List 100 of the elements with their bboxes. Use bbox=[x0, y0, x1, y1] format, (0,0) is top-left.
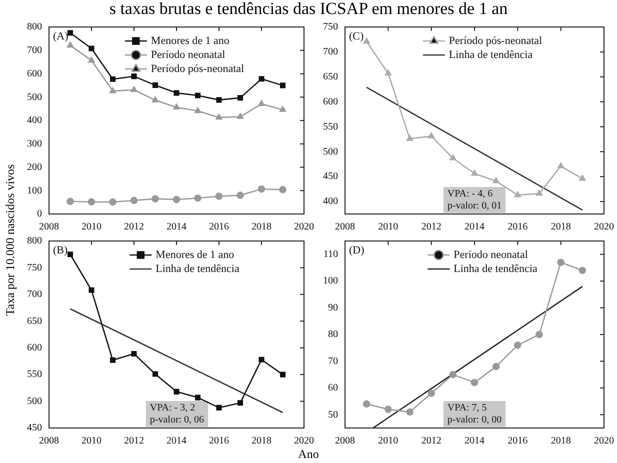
point bbox=[557, 258, 564, 266]
x-tick-label: 2014 bbox=[464, 222, 484, 233]
annotation: (B) bbox=[53, 244, 68, 256]
point bbox=[67, 42, 74, 48]
point bbox=[492, 177, 500, 184]
point bbox=[173, 104, 180, 110]
y-tick-label: 100 bbox=[323, 276, 338, 287]
point bbox=[109, 198, 116, 206]
y-tick-label: 500 bbox=[323, 146, 338, 158]
y-tick-label: 500 bbox=[27, 92, 42, 103]
point bbox=[237, 400, 244, 406]
point bbox=[172, 196, 180, 204]
y-axis-title: Taxa por 10.000 nascidos vivos bbox=[2, 164, 18, 316]
point bbox=[67, 252, 74, 258]
point bbox=[280, 372, 286, 378]
legend-label: Período neonatal bbox=[150, 48, 226, 61]
annotation: p-valor: 0, 01 bbox=[447, 200, 502, 212]
point bbox=[258, 356, 264, 362]
point bbox=[258, 100, 265, 106]
y-tick-label: 550 bbox=[27, 369, 42, 380]
point bbox=[280, 82, 286, 88]
point bbox=[131, 74, 137, 80]
point bbox=[470, 378, 478, 386]
point bbox=[131, 350, 137, 357]
point bbox=[536, 190, 542, 196]
point bbox=[258, 76, 264, 82]
point bbox=[428, 132, 435, 138]
x-tick-label: 2010 bbox=[378, 436, 398, 447]
point bbox=[130, 196, 138, 204]
x-tick-label: 2012 bbox=[421, 436, 442, 447]
point bbox=[88, 56, 95, 63]
y-tick-label: 700 bbox=[27, 45, 42, 56]
x-tick-label: 2020 bbox=[294, 222, 314, 233]
y-tick-label: 450 bbox=[27, 422, 42, 434]
point bbox=[194, 194, 202, 202]
x-tick-label: 2016 bbox=[209, 436, 229, 447]
x-tick-label: 2010 bbox=[82, 436, 102, 447]
x-tick-label: 2010 bbox=[378, 222, 398, 233]
point bbox=[216, 404, 222, 410]
point bbox=[237, 113, 244, 119]
y-tick-label: 750 bbox=[27, 262, 42, 274]
point bbox=[384, 70, 392, 76]
annotation: VPA: - 4, 6 bbox=[447, 188, 493, 200]
x-tick-label: 2018 bbox=[550, 222, 571, 233]
legend-label: Linha de tendência bbox=[454, 262, 538, 275]
y-tick-label: 80 bbox=[328, 329, 338, 340]
legend-label: Menores de 1 ano bbox=[156, 248, 235, 261]
point bbox=[152, 195, 159, 202]
y-tick-label: 650 bbox=[323, 71, 338, 82]
point bbox=[363, 38, 370, 44]
point bbox=[362, 400, 370, 408]
x-tick-label: 2012 bbox=[124, 222, 144, 233]
y-tick-label: 100 bbox=[27, 185, 42, 196]
x-tick-label: 2016 bbox=[209, 222, 229, 233]
annotation: (A) bbox=[53, 30, 69, 42]
x-tick-label: 2016 bbox=[508, 436, 528, 447]
y-tick-label: 600 bbox=[27, 342, 42, 354]
point bbox=[88, 46, 94, 52]
x-tick-label: 2014 bbox=[166, 436, 186, 447]
point bbox=[406, 408, 414, 416]
point bbox=[194, 92, 201, 98]
legend-label: Período pós-neonatal bbox=[448, 34, 542, 47]
point bbox=[258, 185, 266, 193]
x-tick-label: 2018 bbox=[252, 436, 272, 447]
point bbox=[152, 96, 158, 102]
point bbox=[152, 371, 158, 377]
annotation: p-valor: 0, 00 bbox=[447, 414, 502, 426]
point bbox=[110, 87, 116, 94]
point bbox=[471, 170, 478, 176]
point bbox=[88, 198, 96, 206]
point bbox=[130, 86, 138, 92]
point bbox=[194, 394, 201, 400]
point bbox=[110, 357, 116, 363]
y-tick-label: 550 bbox=[323, 121, 338, 132]
y-tick-label: 200 bbox=[27, 162, 42, 173]
x-tick-label: 2012 bbox=[124, 436, 144, 447]
y-tick-label: 400 bbox=[27, 115, 42, 126]
x-tick-label: 2010 bbox=[82, 222, 102, 233]
point bbox=[406, 135, 413, 141]
legend-label: Linha de tendência bbox=[448, 48, 533, 61]
point bbox=[216, 114, 222, 120]
point bbox=[152, 82, 158, 88]
point bbox=[449, 370, 457, 378]
y-tick-label: 110 bbox=[323, 248, 338, 260]
point bbox=[514, 191, 521, 198]
x-axis-title: Ano bbox=[297, 447, 320, 462]
y-tick-label: 650 bbox=[27, 316, 42, 327]
point bbox=[194, 107, 201, 114]
x-tick-label: 2008 bbox=[39, 222, 59, 233]
point bbox=[450, 154, 456, 160]
y-tick-label: 400 bbox=[323, 196, 338, 208]
annotation: VPA: - 3, 2 bbox=[150, 402, 196, 414]
annotation: (C) bbox=[349, 30, 364, 42]
y-tick-label: 0 bbox=[37, 208, 42, 220]
point bbox=[174, 90, 180, 96]
y-tick-label: 50 bbox=[328, 409, 338, 420]
point bbox=[536, 330, 543, 338]
x-tick-label: 2008 bbox=[335, 222, 355, 233]
point bbox=[110, 76, 116, 82]
point bbox=[216, 97, 222, 103]
